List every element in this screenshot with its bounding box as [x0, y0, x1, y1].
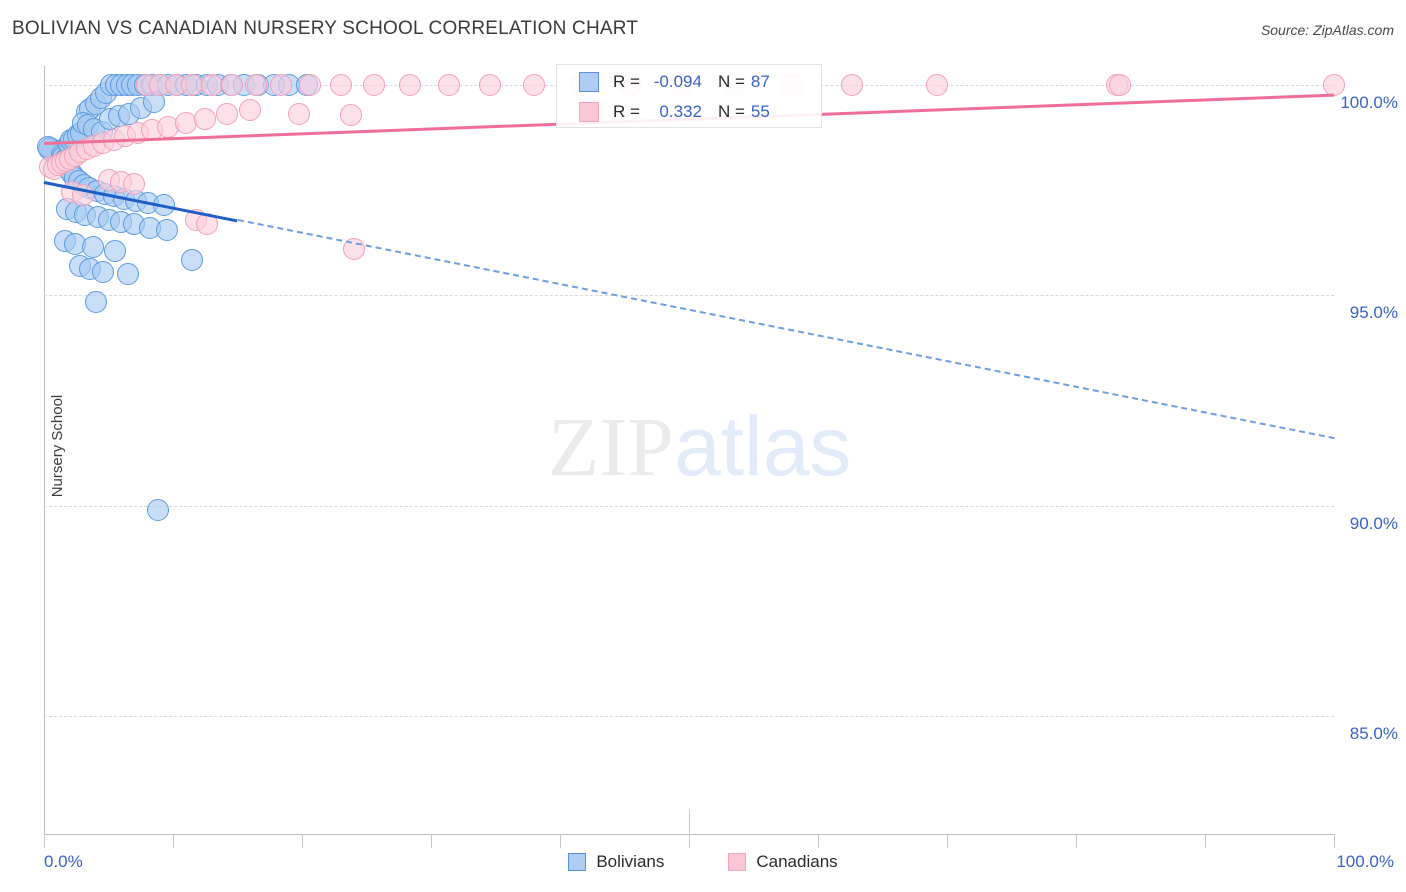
data-point-p: [71, 184, 94, 207]
data-point-b: [103, 240, 126, 263]
page-title: BOLIVIAN VS CANADIAN NURSERY SCHOOL CORR…: [12, 18, 639, 39]
data-point-b: [92, 261, 115, 284]
data-point-b: [82, 235, 105, 258]
legend-item-canadians[interactable]: Canadians: [728, 852, 838, 872]
x-axis-tick: [560, 834, 561, 848]
series-legend: Bolivians Canadians: [0, 852, 1406, 872]
data-point-p: [194, 107, 217, 130]
data-point-p: [340, 104, 363, 127]
data-point-p: [925, 73, 948, 96]
gridline: [44, 505, 1334, 507]
y-axis-line: [44, 66, 45, 834]
source-attribution: Source: ZipAtlas.com: [1260, 22, 1394, 38]
data-point-p: [1108, 73, 1131, 96]
stats-r-label-canadians: R =: [613, 102, 640, 121]
swatch-canadians-icon: [579, 102, 599, 122]
data-point-p: [123, 172, 146, 195]
data-point-b: [146, 498, 169, 521]
gridline: [44, 716, 1334, 718]
gridline: [44, 295, 1334, 297]
data-point-p: [363, 73, 386, 96]
data-point-b: [84, 290, 107, 313]
data-point-p: [200, 73, 223, 96]
data-point-p: [523, 73, 546, 96]
x-axis-tick: [1334, 834, 1335, 848]
stats-n-value-canadians: 55: [750, 102, 770, 121]
stats-r-label-bolivians: R =: [613, 72, 640, 91]
correlation-stats-box: R = -0.094 N = 87 R = 0.332 N = 55: [556, 64, 822, 128]
stats-n-label-bolivians: N =: [717, 72, 745, 91]
data-point-b: [181, 248, 204, 271]
legend-swatch-bolivians-icon: [568, 853, 587, 871]
stats-n-label-canadians: N =: [717, 102, 745, 121]
stats-r-value-canadians: 0.332: [659, 102, 702, 121]
plot-area: [36, 66, 1345, 834]
data-point-p: [216, 103, 239, 126]
data-point-p: [329, 73, 352, 96]
legend-swatch-canadians-icon: [728, 853, 747, 871]
x-axis-tick: [302, 834, 303, 848]
x-axis-tick: [689, 810, 690, 848]
stats-row-canadians: R = 0.332 N = 55: [557, 97, 821, 127]
legend-label-bolivians: Bolivians: [596, 852, 665, 871]
swatch-bolivians-icon: [579, 72, 599, 92]
data-point-p: [288, 103, 311, 126]
data-point-p: [298, 73, 321, 96]
data-point-p: [270, 73, 293, 96]
stats-row-bolivians: R = -0.094 N = 87: [557, 67, 821, 97]
data-point-p: [195, 212, 218, 235]
x-axis-tick: [1076, 834, 1077, 848]
y-axis-label: 95.0%: [1349, 303, 1398, 323]
x-axis-tick: [947, 834, 948, 848]
legend-label-canadians: Canadians: [756, 852, 838, 871]
data-point-p: [244, 73, 267, 96]
data-point-b: [155, 219, 178, 242]
stats-r-value-bolivians: -0.094: [653, 72, 702, 91]
x-axis-tick: [173, 834, 174, 848]
data-point-p: [438, 73, 461, 96]
trend-line-bolivians-dashed: [237, 219, 1335, 440]
data-point-p: [342, 238, 365, 261]
data-point-p: [479, 73, 502, 96]
x-axis-tick: [44, 834, 45, 848]
x-axis-tick: [431, 834, 432, 848]
data-point-p: [1323, 73, 1345, 96]
data-point-p: [221, 73, 244, 96]
data-point-p: [399, 73, 422, 96]
stats-n-value-bolivians: 87: [750, 72, 770, 91]
data-point-b: [152, 193, 175, 216]
data-point-b: [116, 263, 139, 286]
y-axis-label: 100.0%: [1340, 92, 1398, 112]
x-axis-label-max: 100.0%: [1336, 852, 1394, 871]
y-axis-label: 90.0%: [1349, 513, 1398, 533]
data-point-p: [239, 99, 262, 122]
x-axis-label-min: 0.0%: [44, 852, 83, 871]
legend-item-bolivians[interactable]: Bolivians: [568, 852, 664, 872]
x-axis-tick: [818, 834, 819, 848]
x-axis-tick: [1205, 834, 1206, 848]
data-point-p: [840, 73, 863, 96]
y-axis-label: 85.0%: [1349, 724, 1398, 744]
